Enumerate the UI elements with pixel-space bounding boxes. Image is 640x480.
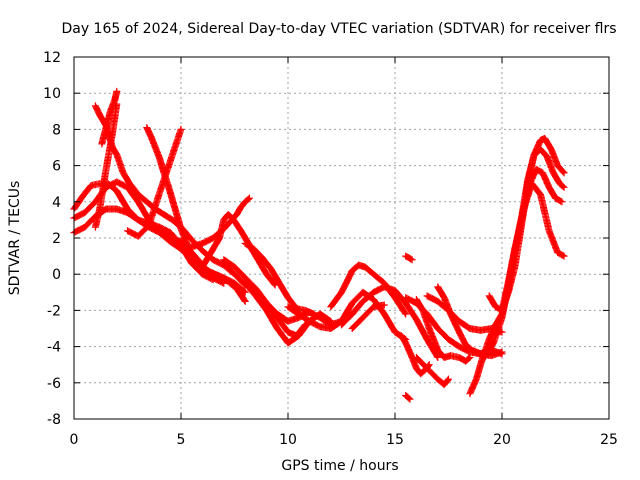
y-tick-label: -6 [47,376,61,392]
series-points-arc-7 [143,124,249,305]
y-tick-label: 2 [52,231,61,247]
x-tick-label: 20 [493,432,511,448]
x-axis-tick-labels: 0 5 10 15 20 25 [70,432,618,448]
y-tick-label: -2 [47,303,61,319]
series-arc-30 [498,165,566,314]
x-tick-label: 10 [279,432,297,448]
axis-ticks [73,56,610,420]
x-tick-label: 15 [386,432,404,448]
series-points-arc-17 [338,283,442,361]
y-tick-label: 6 [52,159,61,175]
x-tick-label: 0 [70,432,79,448]
series-arc-25 [412,354,452,389]
series-points-arc-27 [466,180,568,398]
series-arc-23 [412,296,474,365]
series-arc-21 [402,392,414,403]
y-tick-label: -4 [47,340,61,356]
series-points-arc-30 [498,165,566,314]
series-points-arc-6 [98,87,121,148]
y-axis-label: SDTVAR / TECUs [7,181,23,296]
series-points-arc-18 [348,301,388,332]
series-arc-15 [284,288,410,343]
y-tick-label: 0 [52,267,61,283]
series-points-arc-26 [434,283,506,360]
series-points-arc-11 [241,239,318,318]
series-arc-6 [98,87,121,148]
series-points-arc-21 [402,392,414,403]
series-arc-8 [124,125,185,240]
series-points-arc-8 [124,125,185,240]
series-points-arc-23 [412,296,474,365]
y-tick-label: 10 [43,86,61,102]
y-tick-label: 12 [43,50,61,66]
series-points-arc-15 [284,288,410,343]
data-points [70,87,568,403]
series-arc-18 [348,301,388,332]
chart-title: Day 165 of 2024, Sidereal Day-to-day VTE… [61,21,616,37]
series-points-arc-5 [91,100,121,231]
grid-lines [74,57,609,419]
x-tick-label: 25 [600,432,618,448]
y-tick-label: 8 [52,122,61,138]
series-arc-5 [91,100,121,231]
series-arc-26 [434,283,506,360]
series-arc-27 [466,180,568,398]
x-axis-label: GPS time / hours [281,458,398,474]
series-points-arc-29 [485,134,568,314]
series-points-arc-25 [412,354,452,389]
y-tick-label: -8 [47,412,61,428]
series-arc-11 [241,239,318,318]
y-tick-label: 4 [52,195,61,211]
series-arc-7 [143,124,249,305]
x-tick-label: 5 [177,432,186,448]
y-axis-tick-labels: -8 -6 -4 -2 0 2 4 6 8 10 12 [43,50,61,428]
series-arc-20 [402,252,416,264]
series-arc-17 [338,283,442,361]
series-arc-29 [485,134,568,314]
series-points-arc-20 [402,252,416,264]
